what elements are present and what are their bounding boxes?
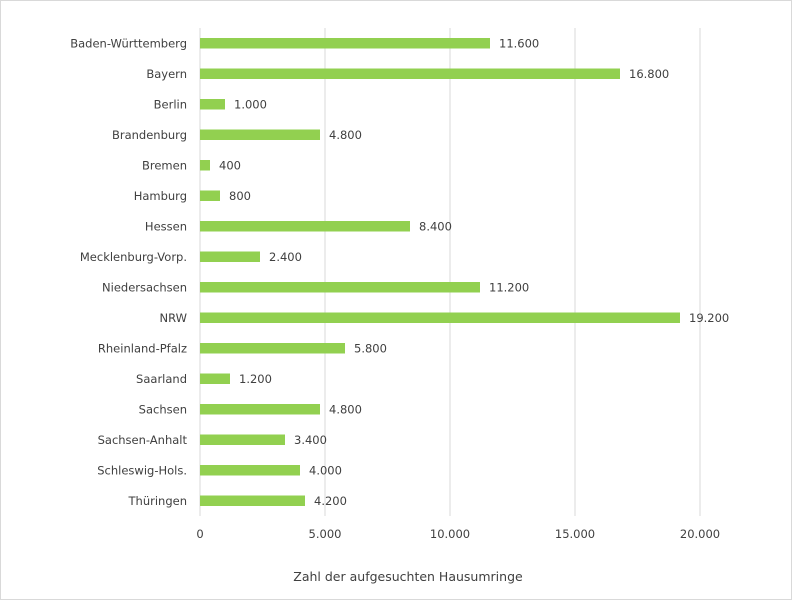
data-label: 400 [219,158,241,172]
data-label: 2.400 [269,250,302,264]
bar [200,221,410,232]
bar [200,343,345,354]
data-label: 4.200 [314,494,347,508]
bar [200,465,300,476]
x-tick-label: 0 [196,527,203,541]
data-label: 8.400 [419,219,452,233]
category-label: Saarland [136,372,187,386]
x-tick-label: 10.000 [430,527,470,541]
data-label: 4.800 [329,402,362,416]
x-tick-labels: 0 5.000 10.000 15.000 20.000 [196,527,720,541]
category-label: Hessen [145,219,187,233]
x-tick-label: 5.000 [309,527,342,541]
bar [200,495,305,506]
category-label: Rheinland-Pfalz [98,341,187,355]
category-label: Niedersachsen [102,280,187,294]
data-label: 11.600 [499,36,539,50]
data-label: 4.000 [309,463,342,477]
bar [200,160,210,171]
category-label: Mecklenburg-Vorp. [80,250,187,264]
bar [200,404,320,415]
data-label: 11.200 [489,280,529,294]
bar [200,251,260,262]
data-label: 16.800 [629,67,669,81]
bar [200,129,320,140]
category-label: Schleswig-Hols. [97,463,187,477]
bar [200,68,620,79]
category-label: Hamburg [134,189,187,203]
bar [200,282,480,293]
category-label: Thüringen [128,494,187,508]
data-label: 19.200 [689,311,729,325]
bar [200,373,230,384]
category-label: Berlin [154,97,187,111]
data-label: 4.800 [329,128,362,142]
data-label: 3.400 [294,433,327,447]
x-axis-title: Zahl der aufgesuchten Hausumringe [293,569,523,584]
bar [200,99,225,110]
category-label: Bayern [146,67,187,81]
bar [200,312,680,323]
category-label: Bremen [142,158,187,172]
bar [200,434,285,445]
bars [200,38,680,506]
category-label: Sachsen-Anhalt [98,433,188,447]
category-labels: Baden-Württemberg Bayern Berlin Brandenburg… [70,36,187,508]
category-label: Sachsen [139,402,187,416]
bar [200,190,220,201]
bar [200,38,490,49]
x-tick-label: 20.000 [680,527,720,541]
category-label: NRW [160,311,188,325]
data-label: 1.200 [239,372,272,386]
category-label: Baden-Württemberg [70,36,187,50]
x-tick-label: 15.000 [555,527,595,541]
data-label: 1.000 [234,97,267,111]
data-label: 5.800 [354,341,387,355]
data-labels: 11.600 16.800 1.000 4.800 400 800 8.400 2.400 11… [219,36,729,508]
category-label: Brandenburg [112,128,187,142]
data-label: 800 [229,189,251,203]
